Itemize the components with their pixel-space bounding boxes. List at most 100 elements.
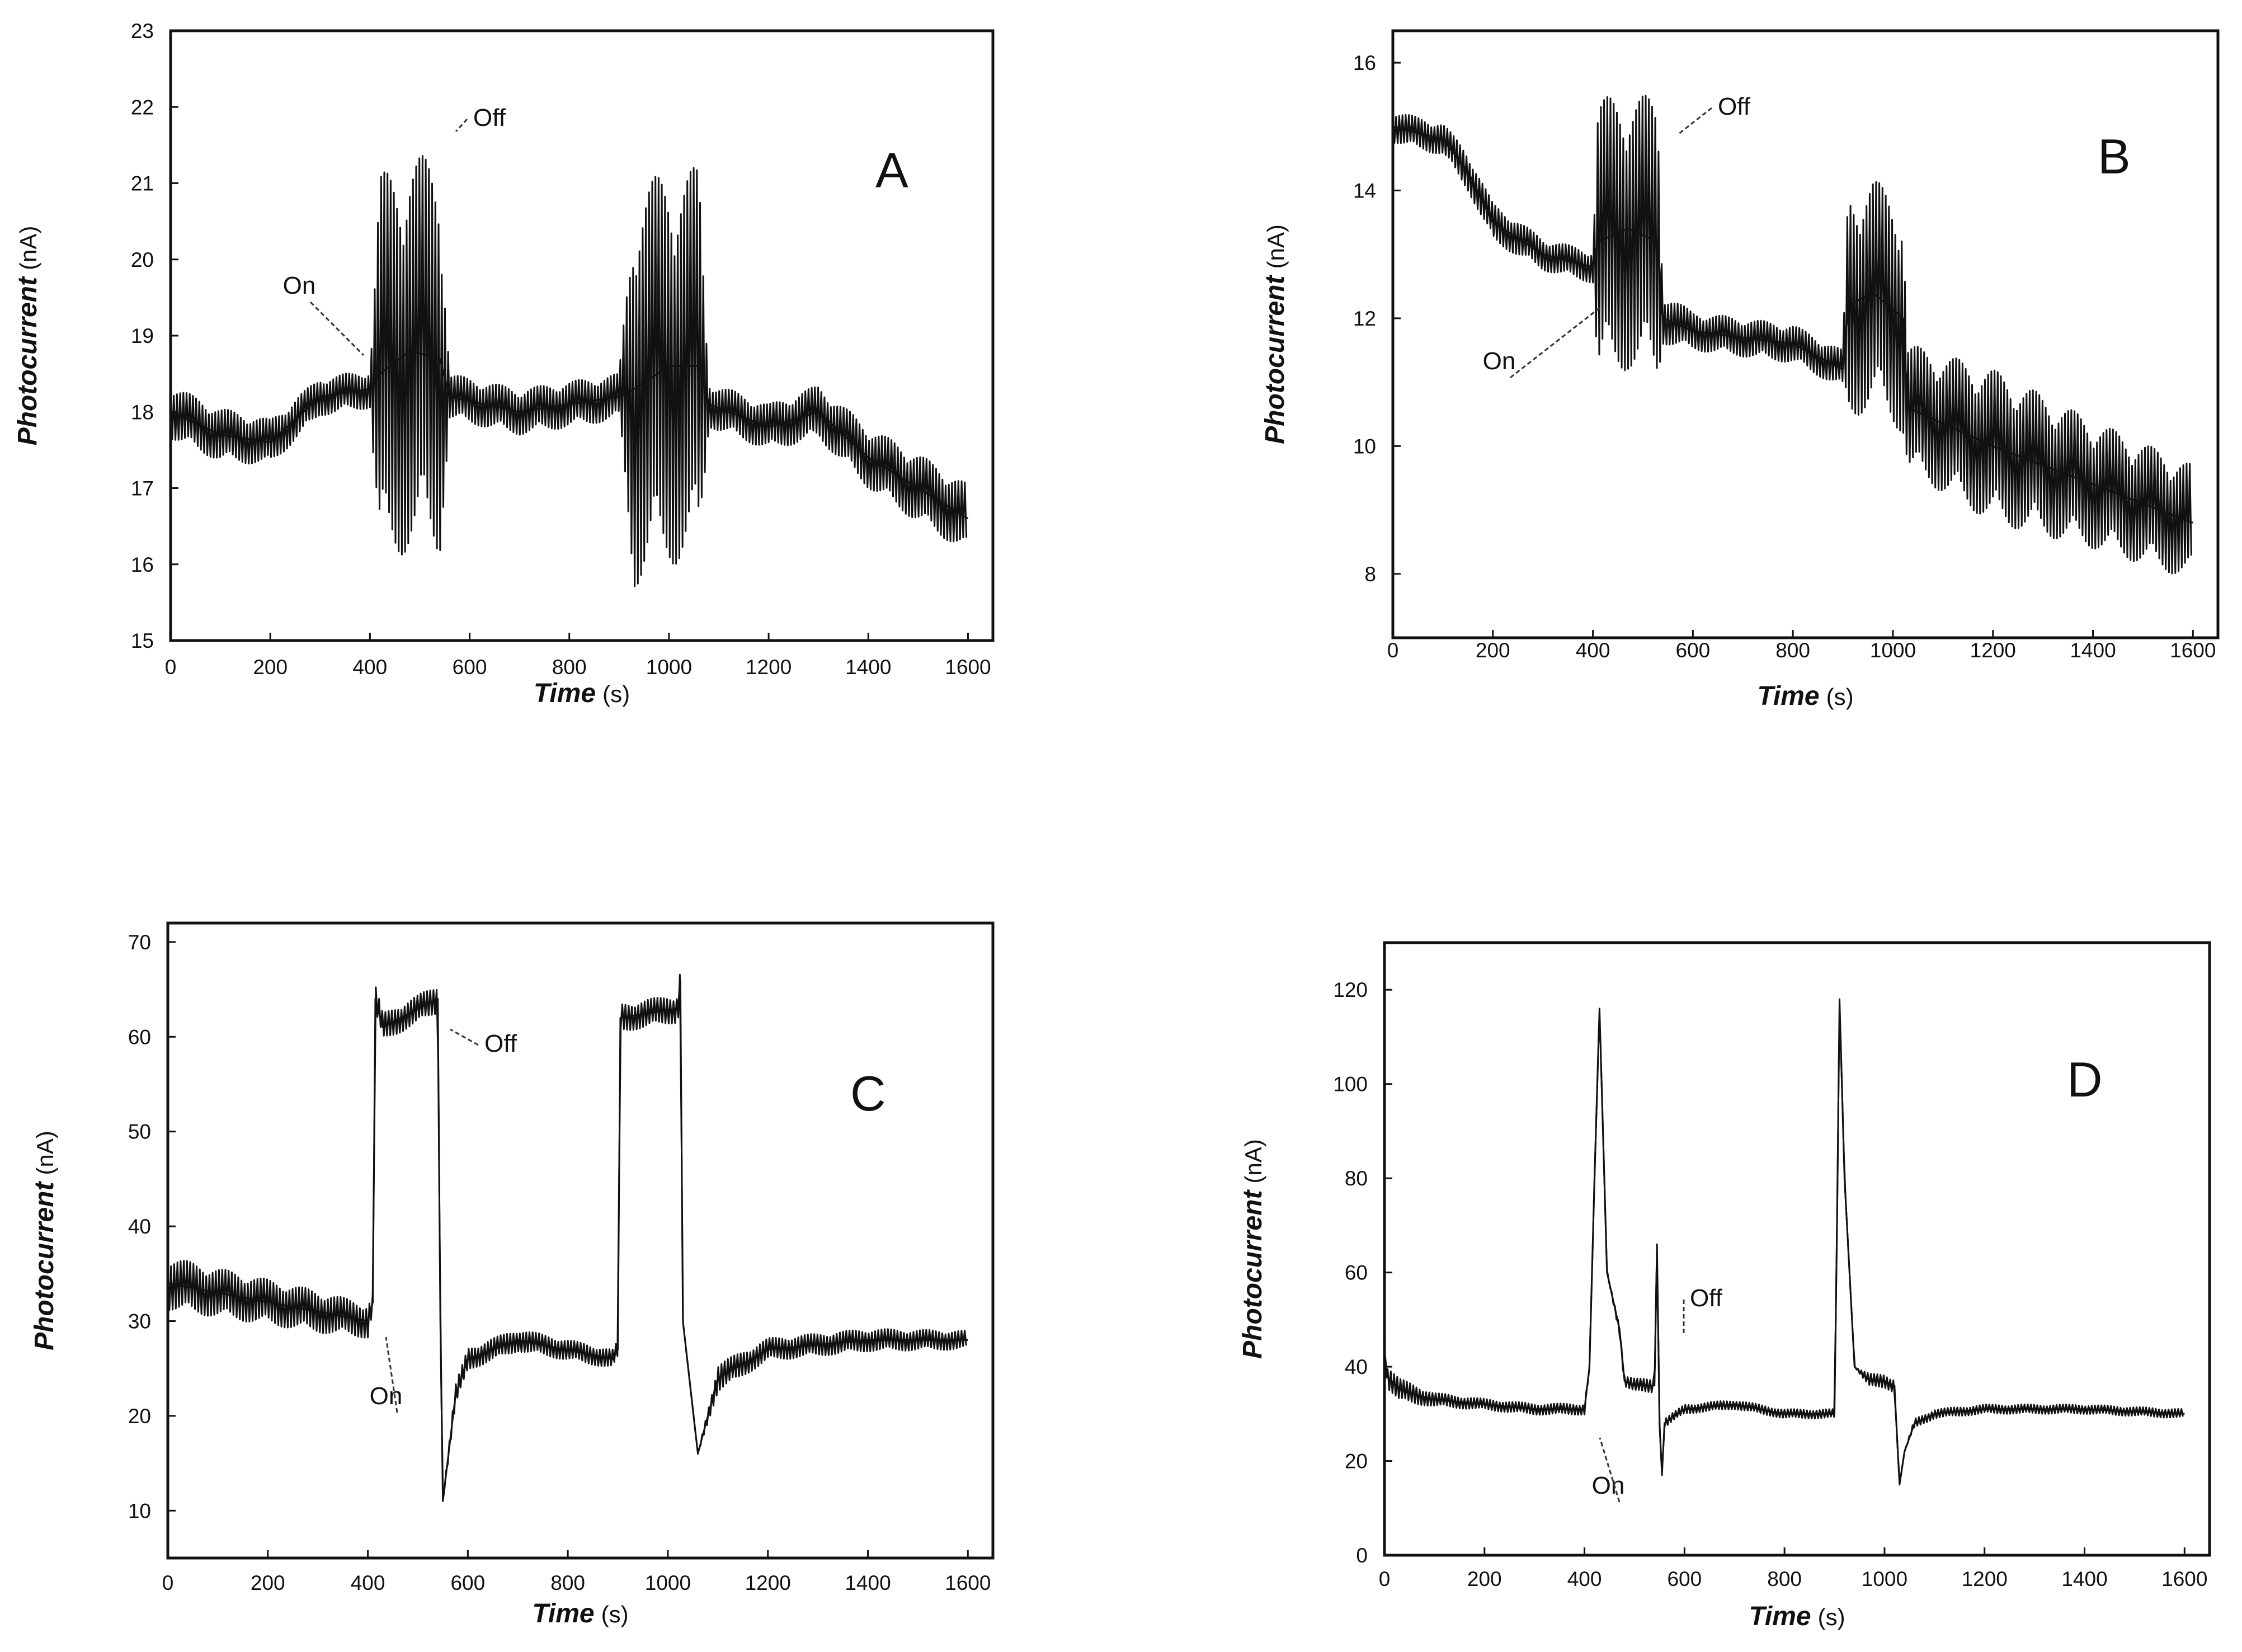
y-axis-unit: (nA) [1263, 224, 1289, 269]
plot-frame [1391, 29, 2220, 639]
annotation-on: On [370, 1382, 403, 1410]
x-tick-label: 400 [351, 1571, 385, 1594]
x-axis-label: Time [532, 1599, 594, 1629]
y-tick-label: 14 [1353, 180, 1376, 203]
x-tick-label: 1200 [746, 656, 792, 679]
y-tick-label: 100 [1333, 1073, 1368, 1096]
y-axis-unit: (nA) [15, 226, 41, 270]
y-axis-label: Photocurrent [30, 1181, 59, 1350]
x-tick-label: 1600 [945, 656, 991, 679]
x-axis-unit: (s) [1826, 684, 1854, 710]
y-tick-label: 15 [131, 629, 154, 652]
panel-D: D 0 200 400 600 800 1000 1200 1400 1600 0 20 40 60 80… [1238, 941, 2211, 1631]
x-tick-label: 400 [1567, 1568, 1602, 1590]
y-tick-label: 23 [131, 20, 154, 43]
x-axis-unit: (s) [602, 681, 630, 707]
x-tick-label: 1400 [2070, 639, 2116, 662]
x-tick-label: 200 [1467, 1568, 1502, 1590]
x-axis-unit: (s) [1818, 1604, 1845, 1630]
annotation-arrow [450, 1028, 479, 1046]
y-tick-label: 30 [128, 1310, 151, 1333]
x-tick-label: 600 [453, 656, 487, 679]
panel-D-letter: D [2067, 1052, 2103, 1107]
x-tick-label: 600 [1667, 1568, 1702, 1590]
y-tick-label: 40 [128, 1215, 151, 1238]
x-tick-label: 600 [1675, 639, 1710, 662]
x-tick-label: 1200 [745, 1571, 791, 1594]
x-tick-label: 1400 [845, 1571, 891, 1594]
y-tick-label: 0 [1356, 1544, 1368, 1567]
y-tick-label: 16 [131, 553, 154, 576]
x-tick-label: 1000 [1862, 1568, 1907, 1590]
x-axis-label: Time [1757, 681, 1819, 711]
annotation-arrow [385, 1336, 398, 1413]
x-axis-title: Time (s) [534, 679, 630, 708]
annotation-off: Off [1718, 93, 1751, 120]
y-tick-label: 80 [1345, 1167, 1368, 1190]
y-axis-title: Photocurrent (nA) [1238, 1139, 1268, 1359]
x-tick-label: 1600 [945, 1571, 991, 1594]
annotation-off: Off [484, 1030, 517, 1057]
y-tick-label: 120 [1333, 978, 1368, 1001]
annotation-arrow [1599, 1437, 1621, 1503]
y-tick-label: 50 [128, 1121, 151, 1143]
x-tick-label: 1200 [1962, 1568, 2008, 1590]
y-tick-label: 19 [131, 324, 154, 347]
annotation-arrow [309, 301, 365, 356]
y-tick-label: 40 [1345, 1356, 1368, 1378]
x-tick-label: 800 [550, 1571, 585, 1594]
x-tick-label: 400 [352, 656, 387, 679]
series-envelope [170, 350, 969, 520]
x-tick-label: 200 [1476, 639, 1510, 662]
x-tick-label: 1000 [646, 656, 692, 679]
x-axis-label: Time [534, 679, 596, 708]
y-tick-label: 60 [128, 1025, 151, 1048]
y-tick-label: 20 [1345, 1450, 1368, 1473]
y-tick-label: 21 [131, 172, 154, 195]
y-tick-label: 17 [131, 477, 154, 500]
y-tick-label: 12 [1353, 307, 1376, 330]
x-tick-label: 1400 [2061, 1568, 2107, 1590]
y-tick-label: 70 [128, 931, 151, 954]
y-tick-label: 22 [131, 96, 154, 119]
y-tick-label: 8 [1364, 563, 1376, 586]
panel-C: C 0 200 400 600 800 1000 1200 1400 1600 10 20 30 40 5… [30, 921, 995, 1629]
plot-frame [166, 921, 995, 1560]
series-envelope [1383, 998, 2185, 1486]
x-tick-label: 400 [1576, 639, 1610, 662]
x-tick-label: 800 [1775, 639, 1810, 662]
x-tick-label: 800 [552, 656, 587, 679]
x-axis-label: Time [1749, 1602, 1811, 1631]
panel-B-letter: B [2098, 129, 2131, 184]
y-tick-label: 16 [1353, 51, 1376, 74]
x-axis-unit: (s) [601, 1601, 629, 1627]
annotation-arrow [1510, 307, 1600, 379]
y-axis-unit: (nA) [32, 1131, 58, 1175]
x-axis-title: Time (s) [1757, 681, 1853, 711]
y-tick-label: 60 [1345, 1262, 1368, 1284]
annotation-arrow [455, 118, 468, 133]
y-axis-title: Photocurrent (nA) [13, 226, 43, 446]
annotation-on: On [1592, 1472, 1625, 1499]
x-tick-label: 1000 [1870, 639, 1916, 662]
y-tick-label: 10 [128, 1499, 151, 1522]
x-tick-label: 1400 [845, 656, 891, 679]
x-tick-label: 0 [165, 656, 177, 679]
x-axis-title: Time (s) [532, 1599, 628, 1629]
y-axis-label: Photocurrent [1238, 1189, 1268, 1359]
annotation-on: On [1483, 347, 1516, 375]
y-axis-unit: (nA) [1240, 1139, 1266, 1183]
panel-C-letter: C [850, 1066, 886, 1121]
x-tick-label: 0 [1387, 639, 1399, 662]
x-tick-label: 0 [162, 1571, 174, 1594]
series-envelope [1392, 125, 2193, 524]
series-envelope [167, 979, 968, 1502]
x-tick-label: 200 [251, 1571, 285, 1594]
y-tick-label: 10 [1353, 435, 1376, 458]
panel-A-letter: A [875, 143, 908, 198]
y-tick-label: 18 [131, 401, 154, 423]
y-tick-label: 20 [128, 1405, 151, 1428]
annotation-off: Off [473, 104, 506, 131]
